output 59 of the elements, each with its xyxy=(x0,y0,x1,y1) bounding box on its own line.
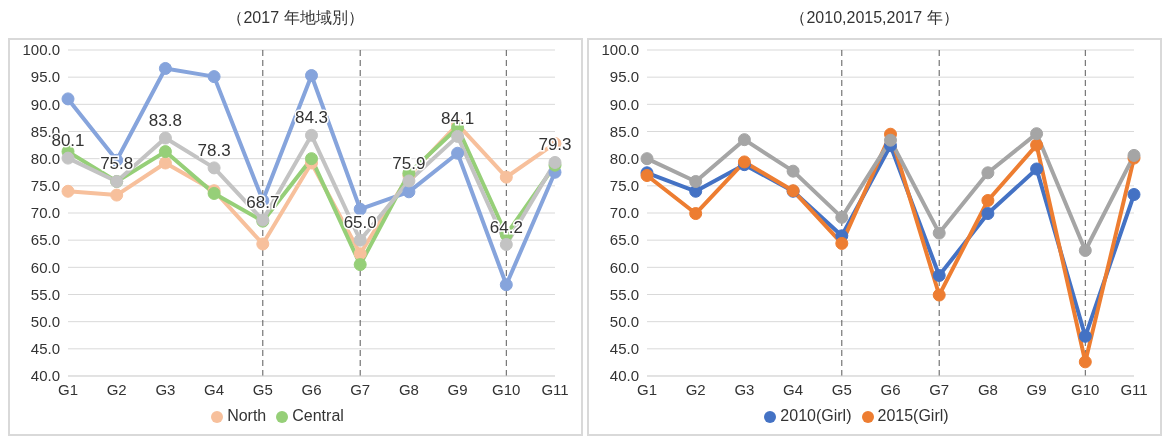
x-tick-label: G4 xyxy=(204,380,225,398)
y-tick-label: 50.0 xyxy=(609,312,639,330)
y-tick-label: 55.0 xyxy=(609,285,639,303)
y-tick-label: 95.0 xyxy=(30,68,60,86)
y-tick-label: 95.0 xyxy=(609,68,639,86)
legend-label: Central xyxy=(292,407,344,424)
y-tick-label: 100.0 xyxy=(22,41,60,59)
y-tick-label: 100.0 xyxy=(601,41,639,59)
data-label: 65.0 xyxy=(343,213,377,233)
data-label: 83.8 xyxy=(148,111,182,131)
y-tick-label: 65.0 xyxy=(30,231,60,249)
x-tick-label: G1 xyxy=(57,380,79,398)
x-tick-label: G2 xyxy=(106,380,127,398)
y-tick-label: 90.0 xyxy=(30,95,60,113)
x-tick-label: G11 xyxy=(1120,380,1148,398)
y-tick-label: 70.0 xyxy=(609,204,639,222)
x-tick-label: G3 xyxy=(734,380,755,398)
chart-title: （2017 年地域別） xyxy=(226,8,365,28)
legend-label: 2010(Girl) xyxy=(780,407,852,424)
x-tick-label: G9 xyxy=(1026,380,1047,398)
x-tick-label: G8 xyxy=(398,380,419,398)
x-tick-label: G10 xyxy=(492,380,521,398)
data-label: 64.2 xyxy=(489,217,523,237)
y-tick-label: 85.0 xyxy=(609,122,639,140)
data-label: 75.8 xyxy=(100,154,134,174)
y-tick-label: 65.0 xyxy=(609,231,639,249)
y-tick-label: 60.0 xyxy=(30,258,60,276)
x-tick-label: G10 xyxy=(1071,380,1100,398)
legend-label: 2015(Girl) xyxy=(877,407,949,424)
x-tick-label: G5 xyxy=(252,380,273,398)
y-tick-label: 75.0 xyxy=(609,177,639,195)
x-tick-label: G11 xyxy=(541,380,569,398)
data-label: 78.3 xyxy=(197,140,231,160)
data-label: 79.3 xyxy=(538,135,572,155)
x-tick-label: G6 xyxy=(880,380,901,398)
chart-title: （2010,2015,2017 年） xyxy=(789,8,960,28)
x-tick-label: G4 xyxy=(783,380,804,398)
x-tick-label: G1 xyxy=(636,380,658,398)
y-tick-label: 45.0 xyxy=(30,340,60,358)
x-tick-label: G6 xyxy=(301,380,322,398)
x-tick-label: G5 xyxy=(831,380,852,398)
y-tick-label: 80.0 xyxy=(609,149,639,167)
y-tick-label: 55.0 xyxy=(30,285,60,303)
x-tick-label: G8 xyxy=(977,380,998,398)
y-tick-label: 75.0 xyxy=(30,177,60,195)
x-tick-label: G3 xyxy=(155,380,176,398)
y-tick-label: 80.0 xyxy=(30,149,60,167)
x-tick-label: G2 xyxy=(685,380,706,398)
y-tick-label: 45.0 xyxy=(609,340,639,358)
y-tick-label: 90.0 xyxy=(609,95,639,113)
y-tick-label: 50.0 xyxy=(30,312,60,330)
legend-label: North xyxy=(227,407,267,424)
x-tick-label: G9 xyxy=(447,380,468,398)
x-tick-label: G7 xyxy=(929,380,950,398)
y-tick-label: 70.0 xyxy=(30,204,60,222)
y-tick-label: 40.0 xyxy=(30,367,60,385)
y-tick-label: 60.0 xyxy=(609,258,639,276)
y-tick-label: 40.0 xyxy=(609,367,639,385)
x-tick-label: G7 xyxy=(350,380,371,398)
